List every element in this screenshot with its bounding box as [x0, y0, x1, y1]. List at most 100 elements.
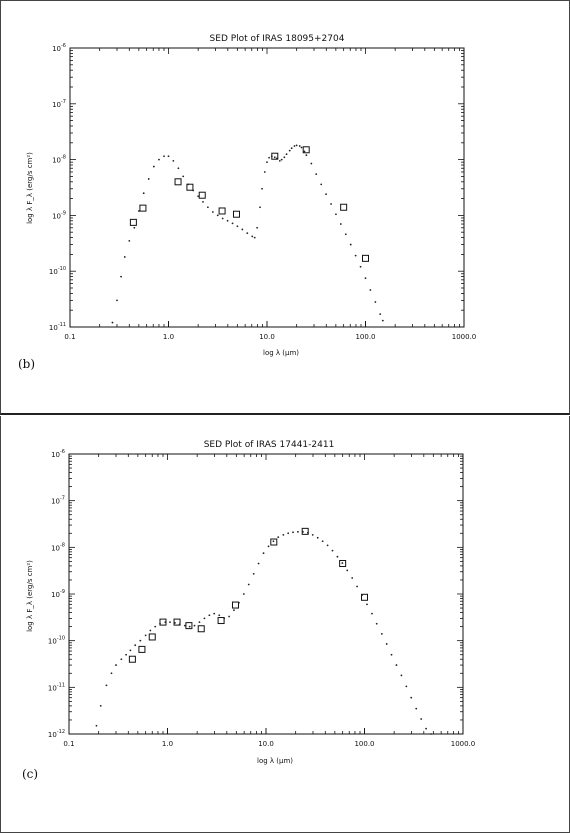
- photometry-square-marker: [217, 617, 225, 625]
- chart-title: SED Plot of IRAS 18095+2704: [210, 34, 345, 44]
- model-dot-marker: [261, 187, 263, 190]
- model-dot-marker: [320, 183, 323, 186]
- y-tick-exponent: -9: [61, 210, 66, 216]
- y-tick-base: 10: [51, 451, 60, 459]
- photometry-square-marker: [302, 146, 310, 154]
- model-dot-marker: [346, 569, 349, 572]
- axis-ticks: 0.1 1.0 10.0 100.0 1000.010-1210-1110-1010-9…: [48, 449, 475, 748]
- y-tick-label: 10-6: [51, 449, 65, 459]
- photometry-square-marker: [174, 178, 182, 186]
- model-dot-marker: [242, 593, 245, 595]
- model-dot-marker: [183, 624, 186, 627]
- model-dot-marker: [231, 222, 234, 225]
- model-dot-marker: [123, 256, 126, 258]
- y-tick-label: 10-8: [52, 155, 66, 165]
- y-tick-base: 10: [52, 101, 61, 109]
- photometry-square-marker: [198, 191, 206, 199]
- model-dot-marker: [292, 531, 294, 534]
- model-dot-marker: [99, 705, 102, 707]
- model-dot-marker: [134, 644, 137, 647]
- model-dot-marker: [226, 219, 229, 222]
- model-dot-marker: [206, 206, 209, 209]
- axis-ticks: 0.1 1.0 10.0 100.0 1000.010-1110-1010-910-81…: [49, 43, 476, 341]
- photometry-square-marker: [231, 601, 239, 609]
- plot-frame: [68, 453, 464, 735]
- model-dot-marker: [211, 211, 214, 213]
- y-tick-base: 10: [51, 591, 60, 599]
- y-tick-label: 10-10: [48, 636, 65, 646]
- model-dot-marker: [285, 153, 288, 156]
- model-dot-marker: [385, 643, 388, 645]
- model-dot-marker: [197, 195, 200, 198]
- model-dot-marker: [316, 536, 319, 539]
- data-marks: [95, 527, 432, 735]
- model-dot-marker: [154, 625, 157, 628]
- model-dot-marker: [216, 214, 219, 217]
- model-dot-marker: [115, 664, 117, 666]
- model-dot-marker: [272, 540, 275, 543]
- model-dot-marker: [295, 144, 298, 147]
- x-axis-label: log λ (μm): [257, 757, 293, 765]
- y-tick-base: 10: [48, 684, 57, 692]
- model-dot-marker: [169, 621, 171, 623]
- photometry-square-marker: [185, 622, 193, 630]
- data-marks: [111, 144, 384, 324]
- model-dot-marker: [247, 583, 250, 586]
- model-dot-marker: [278, 159, 281, 162]
- y-tick-base: 10: [51, 544, 60, 552]
- y-tick-label: 10-9: [51, 589, 65, 599]
- x-axis-label: log λ (μm): [263, 349, 299, 357]
- model-dot-marker: [356, 585, 358, 588]
- model-dot-marker: [366, 603, 368, 606]
- model-dot-marker: [288, 149, 291, 152]
- y-tick-exponent: -9: [60, 589, 65, 595]
- model-dot-marker: [375, 622, 378, 625]
- y-tick-base: 10: [52, 45, 61, 53]
- model-dot-marker: [430, 733, 432, 735]
- model-dot-marker: [218, 614, 221, 617]
- y-tick-exponent: -7: [61, 99, 66, 105]
- model-dot-marker: [105, 684, 108, 687]
- model-dot-marker: [111, 321, 114, 324]
- y-tick-exponent: -11: [57, 682, 65, 688]
- photometry-square-marker: [232, 210, 240, 218]
- panel-label: (b): [18, 357, 35, 371]
- photometry-square-marker: [128, 655, 136, 663]
- model-dot-marker: [241, 228, 244, 231]
- model-dot-marker: [259, 206, 261, 209]
- model-dot-marker: [152, 165, 155, 168]
- y-tick-label: 10-7: [52, 99, 66, 109]
- model-dot-marker: [273, 156, 276, 159]
- model-dot-marker: [221, 217, 224, 220]
- x-tick-label: 1.0: [162, 740, 173, 748]
- model-dot-marker: [172, 159, 175, 162]
- y-tick-exponent: -10: [57, 636, 65, 642]
- model-dot-marker: [262, 552, 265, 555]
- sed-plot-b: SED Plot of IRAS 18095+2704 log λ (μm) l…: [18, 34, 476, 371]
- model-dot-marker: [395, 664, 398, 666]
- model-dot-marker: [349, 243, 352, 246]
- model-dot-marker: [326, 544, 329, 547]
- model-dot-marker: [128, 239, 131, 242]
- y-tick-exponent: -8: [61, 155, 66, 161]
- y-tick-label: 10-12: [48, 729, 65, 739]
- model-dot-marker: [339, 223, 342, 225]
- model-dot-marker: [142, 192, 145, 195]
- photometry-square-marker: [138, 645, 146, 653]
- y-tick-exponent: -6: [61, 43, 66, 49]
- model-dot-marker: [116, 299, 118, 302]
- model-dot-marker: [335, 213, 337, 216]
- model-dot-marker: [371, 612, 373, 615]
- model-dot-marker: [110, 672, 113, 675]
- y-tick-label: 10-8: [51, 542, 65, 552]
- model-dot-marker: [302, 530, 304, 533]
- model-dot-marker: [167, 155, 170, 158]
- photometry-square-marker: [186, 183, 194, 191]
- model-dot-marker: [158, 158, 160, 161]
- model-dot-marker: [325, 193, 327, 196]
- model-dot-marker: [174, 622, 176, 624]
- model-dot-marker: [137, 210, 140, 212]
- y-tick-label: 10-11: [49, 322, 66, 332]
- model-dot-marker: [238, 601, 240, 604]
- sed-plot-c: SED Plot of IRAS 17441-2411 log λ (μm) l…: [22, 440, 475, 781]
